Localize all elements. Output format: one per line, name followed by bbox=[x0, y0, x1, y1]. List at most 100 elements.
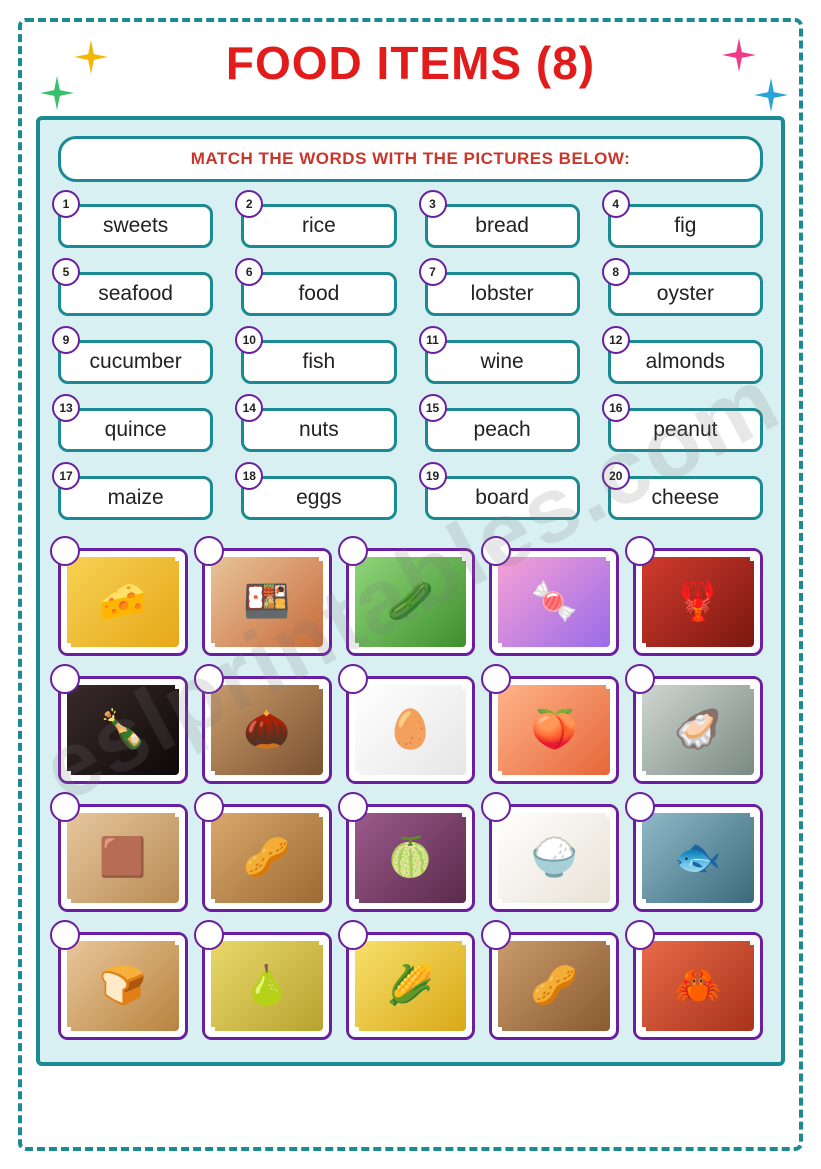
sparkle-icon bbox=[40, 76, 74, 110]
word-box[interactable]: sweets bbox=[58, 204, 213, 248]
picture-answer-badge[interactable] bbox=[625, 536, 655, 566]
picture-fish: 🐟 bbox=[642, 813, 754, 903]
picture-box-bread[interactable]: 🍞 bbox=[58, 932, 188, 1040]
word-box[interactable]: seafood bbox=[58, 272, 213, 316]
word-box[interactable]: cucumber bbox=[58, 340, 213, 384]
word-cell: 5seafood bbox=[58, 272, 213, 316]
picture-box-fish[interactable]: 🐟 bbox=[633, 804, 763, 912]
picture-cell: 🍞 bbox=[58, 932, 188, 1040]
picture-peach: 🍑 bbox=[498, 685, 610, 775]
word-box[interactable]: peach bbox=[425, 408, 580, 452]
picture-box-rice[interactable]: 🍚 bbox=[489, 804, 619, 912]
picture-box-cucumber[interactable]: 🥒 bbox=[346, 548, 476, 656]
picture-answer-badge[interactable] bbox=[625, 664, 655, 694]
word-cell: 7lobster bbox=[425, 272, 580, 316]
picture-answer-badge[interactable] bbox=[194, 664, 224, 694]
picture-cell: 🦞 bbox=[633, 548, 763, 656]
picture-cell: 🍱 bbox=[202, 548, 332, 656]
word-cell: 11wine bbox=[425, 340, 580, 384]
picture-answer-badge[interactable] bbox=[338, 792, 368, 822]
title-suffix: (8) bbox=[536, 37, 595, 89]
picture-nuts: 🌰 bbox=[211, 685, 323, 775]
picture-answer-badge[interactable] bbox=[50, 536, 80, 566]
picture-answer-badge[interactable] bbox=[50, 792, 80, 822]
word-box[interactable]: fish bbox=[241, 340, 396, 384]
word-box[interactable]: quince bbox=[58, 408, 213, 452]
word-box[interactable]: peanut bbox=[608, 408, 763, 452]
picture-cell: 🟫 bbox=[58, 804, 188, 912]
worksheet-page: FOOD ITEMS (8) MATCH THE WORDS WITH THE … bbox=[0, 0, 821, 1169]
picture-box-fig[interactable]: 🍈 bbox=[346, 804, 476, 912]
word-cell: 9cucumber bbox=[58, 340, 213, 384]
picture-answer-badge[interactable] bbox=[194, 536, 224, 566]
title-main: FOOD ITEMS bbox=[226, 37, 522, 89]
picture-answer-badge[interactable] bbox=[338, 536, 368, 566]
word-box[interactable]: nuts bbox=[241, 408, 396, 452]
picture-box-quince[interactable]: 🍐 bbox=[202, 932, 332, 1040]
picture-answer-badge[interactable] bbox=[50, 664, 80, 694]
picture-box-nuts[interactable]: 🌰 bbox=[202, 676, 332, 784]
word-number-badge: 3 bbox=[419, 190, 447, 218]
picture-box-oyster[interactable]: 🦪 bbox=[633, 676, 763, 784]
word-number-badge: 19 bbox=[419, 462, 447, 490]
picture-answer-badge[interactable] bbox=[625, 792, 655, 822]
picture-wine: 🍾 bbox=[67, 685, 179, 775]
word-box[interactable]: wine bbox=[425, 340, 580, 384]
word-cell: 3bread bbox=[425, 204, 580, 248]
word-box[interactable]: almonds bbox=[608, 340, 763, 384]
picture-cell: 🌽 bbox=[346, 932, 476, 1040]
word-box[interactable]: rice bbox=[241, 204, 396, 248]
word-number-badge: 20 bbox=[602, 462, 630, 490]
word-box[interactable]: fig bbox=[608, 204, 763, 248]
word-box[interactable]: oyster bbox=[608, 272, 763, 316]
word-box[interactable]: eggs bbox=[241, 476, 396, 520]
word-cell: 20cheese bbox=[608, 476, 763, 520]
word-cell: 12almonds bbox=[608, 340, 763, 384]
word-number-badge: 17 bbox=[52, 462, 80, 490]
picture-box-board[interactable]: 🟫 bbox=[58, 804, 188, 912]
picture-box-peanut[interactable]: 🥜 bbox=[202, 804, 332, 912]
picture-eggs: 🥚 bbox=[355, 685, 467, 775]
word-box[interactable]: board bbox=[425, 476, 580, 520]
picture-cucumber: 🥒 bbox=[355, 557, 467, 647]
picture-answer-badge[interactable] bbox=[338, 664, 368, 694]
picture-box-wine[interactable]: 🍾 bbox=[58, 676, 188, 784]
picture-almonds: 🥜 bbox=[498, 941, 610, 1031]
picture-box-maize[interactable]: 🌽 bbox=[346, 932, 476, 1040]
word-box[interactable]: bread bbox=[425, 204, 580, 248]
word-box[interactable]: food bbox=[241, 272, 396, 316]
word-box[interactable]: lobster bbox=[425, 272, 580, 316]
picture-box-almonds[interactable]: 🥜 bbox=[489, 932, 619, 1040]
content-panel: MATCH THE WORDS WITH THE PICTURES BELOW:… bbox=[36, 116, 785, 1066]
word-box[interactable]: cheese bbox=[608, 476, 763, 520]
picture-cell: 🌰 bbox=[202, 676, 332, 784]
word-number-badge: 13 bbox=[52, 394, 80, 422]
picture-answer-badge[interactable] bbox=[625, 920, 655, 950]
picture-cell: 🍈 bbox=[346, 804, 476, 912]
picture-answer-badge[interactable] bbox=[194, 920, 224, 950]
word-number-badge: 4 bbox=[602, 190, 630, 218]
word-cell: 13quince bbox=[58, 408, 213, 452]
word-cell: 19board bbox=[425, 476, 580, 520]
word-box[interactable]: maize bbox=[58, 476, 213, 520]
word-cell: 18eggs bbox=[241, 476, 396, 520]
word-number-badge: 8 bbox=[602, 258, 630, 286]
picture-box-peach[interactable]: 🍑 bbox=[489, 676, 619, 784]
word-number-badge: 12 bbox=[602, 326, 630, 354]
title-row: FOOD ITEMS (8) bbox=[36, 36, 785, 108]
picture-board: 🟫 bbox=[67, 813, 179, 903]
picture-answer-badge[interactable] bbox=[338, 920, 368, 950]
picture-box-food-platter[interactable]: 🍱 bbox=[202, 548, 332, 656]
picture-box-eggs[interactable]: 🥚 bbox=[346, 676, 476, 784]
outer-dashed-frame: FOOD ITEMS (8) MATCH THE WORDS WITH THE … bbox=[18, 18, 803, 1151]
word-cell: 10fish bbox=[241, 340, 396, 384]
instruction-bar: MATCH THE WORDS WITH THE PICTURES BELOW: bbox=[58, 136, 763, 182]
picture-answer-badge[interactable] bbox=[50, 920, 80, 950]
picture-answer-badge[interactable] bbox=[194, 792, 224, 822]
picture-box-lobster[interactable]: 🦞 bbox=[633, 548, 763, 656]
picture-cell: 🐟 bbox=[633, 804, 763, 912]
picture-box-cheese[interactable]: 🧀 bbox=[58, 548, 188, 656]
picture-box-seafood[interactable]: 🦀 bbox=[633, 932, 763, 1040]
picture-box-sweets[interactable]: 🍬 bbox=[489, 548, 619, 656]
word-number-badge: 7 bbox=[419, 258, 447, 286]
